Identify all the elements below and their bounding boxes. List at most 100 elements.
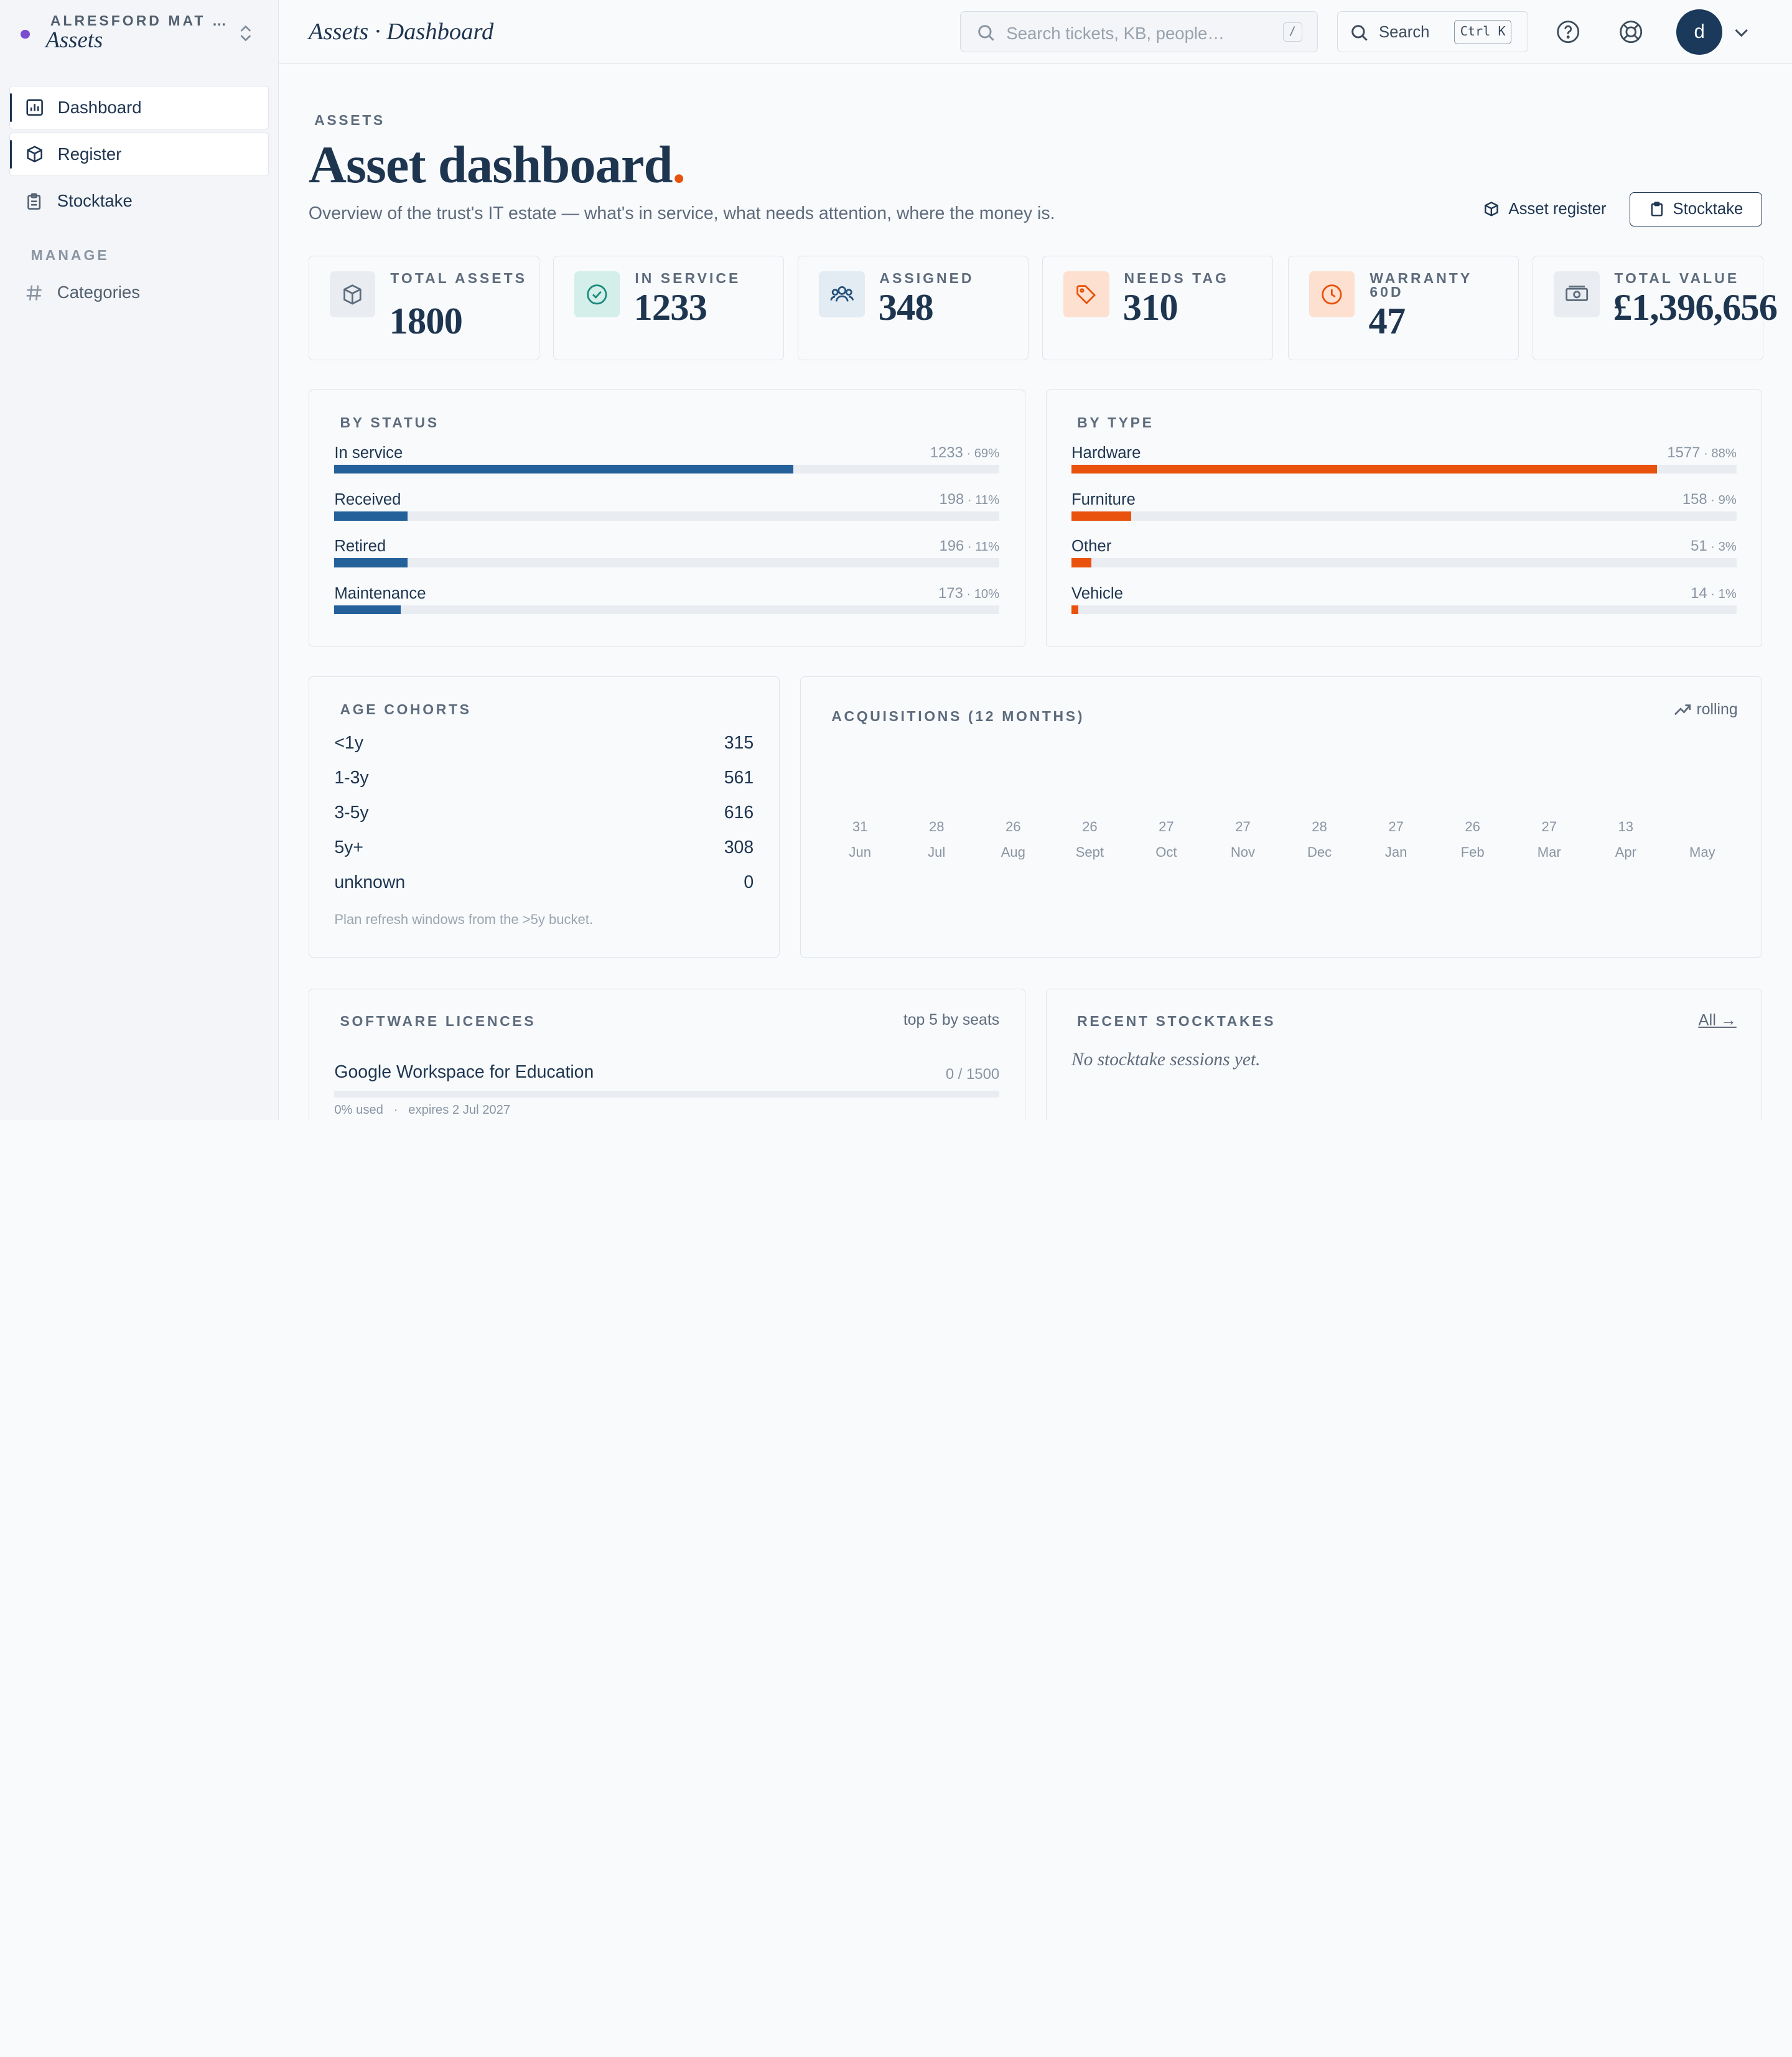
search-shortcut-key: / bbox=[1282, 22, 1302, 42]
bar-fill bbox=[1071, 464, 1657, 474]
app-root: ALRESFORD MAT … Assets Dashboard Registe… bbox=[0, 0, 1792, 1120]
command-search-button[interactable]: Search Ctrl K bbox=[1337, 11, 1528, 53]
acquisition-month-label: Jun bbox=[849, 844, 871, 860]
asset-register-label: Asset register bbox=[1508, 200, 1607, 218]
stocktake-label: Stocktake bbox=[1673, 200, 1743, 218]
bar-row[interactable]: Furniture 158 · 9% bbox=[1071, 491, 1737, 534]
acquisition-count: 27 bbox=[1235, 819, 1251, 835]
acquisitions-card: ACQUISITIONS (12 MONTHS) rolling 31 Jun 28… bbox=[800, 676, 1763, 958]
workspace-dot bbox=[21, 29, 30, 39]
recent-stocktakes-card: RECENT STOCKTAKES All → No stocktake ses… bbox=[1045, 988, 1763, 1120]
bar-row[interactable]: Vehicle 14 · 1% bbox=[1071, 585, 1737, 628]
acquisition-month: 27 Jan bbox=[1358, 819, 1434, 861]
acquisition-month-label: Nov bbox=[1230, 844, 1256, 860]
bar-count: 51 · 3% bbox=[1691, 538, 1737, 555]
page-eyebrow: ASSETS bbox=[314, 111, 385, 128]
bar-track bbox=[334, 605, 1000, 615]
kpi-needs-tag: NEEDS TAG 310 bbox=[1042, 256, 1274, 360]
money-icon bbox=[1554, 271, 1600, 317]
age-cohort-label: <1y bbox=[334, 733, 363, 753]
card-title: BY TYPE bbox=[1077, 414, 1154, 431]
bar-percent: 88% bbox=[1711, 446, 1737, 460]
kpi-assigned: ASSIGNED 348 bbox=[798, 256, 1029, 360]
bar-count: 1233 · 69% bbox=[930, 444, 999, 462]
bar-count-sep: · bbox=[1700, 446, 1712, 460]
bar-row[interactable]: Other 51 · 3% bbox=[1071, 538, 1737, 581]
licence-expiry: expires 2 Jul 2027 bbox=[408, 1103, 511, 1117]
bar-label: Retired bbox=[334, 538, 386, 556]
rolling-toggle[interactable]: rolling bbox=[1674, 701, 1738, 719]
section-label-manage: MANAGE bbox=[30, 246, 110, 263]
sidebar-item-dashboard[interactable]: Dashboard bbox=[9, 85, 269, 129]
avatar[interactable]: d bbox=[1676, 9, 1722, 55]
bar-track bbox=[334, 511, 1000, 521]
stocktake-button[interactable]: Stocktake bbox=[1630, 192, 1763, 226]
sidebar-item-register[interactable]: Register bbox=[9, 133, 269, 176]
bar-row[interactable]: Maintenance 173 · 10% bbox=[334, 585, 1000, 628]
acquisition-month: 26 Sept bbox=[1052, 819, 1127, 861]
chart-icon bbox=[26, 99, 44, 116]
licence-meta: 0% used · expires 2 Jul 2027 bbox=[334, 1103, 510, 1117]
licence-row[interactable]: Google Workspace for Education 0 / 1500 … bbox=[334, 1062, 1000, 1117]
age-cohort-label: 3-5y bbox=[334, 803, 369, 823]
kpi-value: 310 bbox=[1122, 287, 1178, 329]
acquisition-month-label: Mar bbox=[1537, 844, 1561, 860]
asset-register-button[interactable]: Asset register bbox=[1483, 194, 1607, 224]
all-stocktakes-link[interactable]: All → bbox=[1698, 1012, 1737, 1030]
sidebar-item-label: Dashboard bbox=[57, 97, 142, 117]
card-title: BY STATUS bbox=[340, 414, 439, 431]
by-status-card: BY STATUS In service 1233 · 69% Received 19… bbox=[308, 389, 1025, 647]
age-cohort-label: 5y+ bbox=[334, 837, 363, 858]
bar-row[interactable]: Hardware 1577 · 88% bbox=[1071, 444, 1737, 488]
bar-count-value: 198 bbox=[939, 490, 964, 508]
bar-fill bbox=[1071, 605, 1078, 615]
page-title-text: Asset dashboard bbox=[308, 136, 673, 194]
sidebar-item-categories[interactable]: Categories bbox=[9, 271, 269, 314]
bar-track bbox=[1071, 558, 1737, 567]
search-icon bbox=[978, 24, 994, 41]
acquisition-month: 27 Mar bbox=[1511, 819, 1587, 861]
bar-row[interactable]: Received 198 · 11% bbox=[334, 490, 1000, 534]
age-cohort-row: unknown 0 bbox=[334, 872, 754, 897]
workspace-switcher[interactable]: ALRESFORD MAT … Assets bbox=[0, 0, 278, 67]
age-cohort-row: <1y 315 bbox=[334, 733, 754, 758]
support-lifebuoy-icon[interactable] bbox=[1618, 19, 1643, 49]
bar-fill bbox=[334, 464, 793, 474]
bar-fill bbox=[334, 605, 401, 615]
acquisition-count: 28 bbox=[928, 819, 945, 835]
kpi-value: 348 bbox=[878, 287, 934, 329]
bar-count-value: 1233 bbox=[930, 444, 963, 461]
breadcrumb: Assets · Dashboard bbox=[308, 19, 494, 45]
bar-row[interactable]: In service 1233 · 69% bbox=[334, 444, 1000, 488]
app-name: Assets bbox=[45, 27, 103, 53]
age-cohort-value: 308 bbox=[724, 837, 754, 858]
clock-icon bbox=[1309, 271, 1355, 317]
acquisition-month-label: Aug bbox=[1001, 844, 1025, 860]
bar-track bbox=[334, 558, 1000, 567]
bar-count: 158 · 9% bbox=[1682, 491, 1737, 508]
acquisition-count: 26 bbox=[1082, 819, 1098, 835]
chevron-down-icon[interactable] bbox=[1732, 23, 1750, 46]
age-cohort-label: 1-3y bbox=[334, 768, 369, 788]
bar-row[interactable]: Retired 196 · 11% bbox=[334, 538, 1000, 581]
bar-count: 1577 · 88% bbox=[1667, 444, 1736, 462]
sidebar-item-stocktake[interactable]: Stocktake bbox=[9, 179, 269, 223]
help-icon[interactable] bbox=[1556, 19, 1580, 49]
card-title: RECENT STOCKTAKES bbox=[1077, 1013, 1276, 1030]
global-search-input[interactable]: Search tickets, KB, people… / bbox=[959, 11, 1318, 53]
bar-count-value: 158 bbox=[1682, 490, 1707, 508]
acquisition-count bbox=[1664, 819, 1740, 835]
acquisition-month-label: Sept bbox=[1075, 844, 1104, 860]
bar-fill bbox=[1071, 511, 1132, 521]
bar-count-sep: · bbox=[1707, 587, 1719, 601]
bar-percent: 10% bbox=[974, 587, 1000, 601]
age-cohort-label: unknown bbox=[334, 872, 406, 893]
acquisition-month-label: Dec bbox=[1307, 844, 1332, 860]
acquisition-count: 26 bbox=[1465, 819, 1480, 835]
card-title: SOFTWARE LICENCES bbox=[340, 1013, 536, 1030]
bar-fill bbox=[334, 511, 408, 521]
search-button-label: Search bbox=[1379, 23, 1430, 41]
bar-percent: 11% bbox=[975, 493, 1000, 507]
tag-icon bbox=[1063, 271, 1109, 317]
trend-up-icon bbox=[1674, 704, 1691, 716]
